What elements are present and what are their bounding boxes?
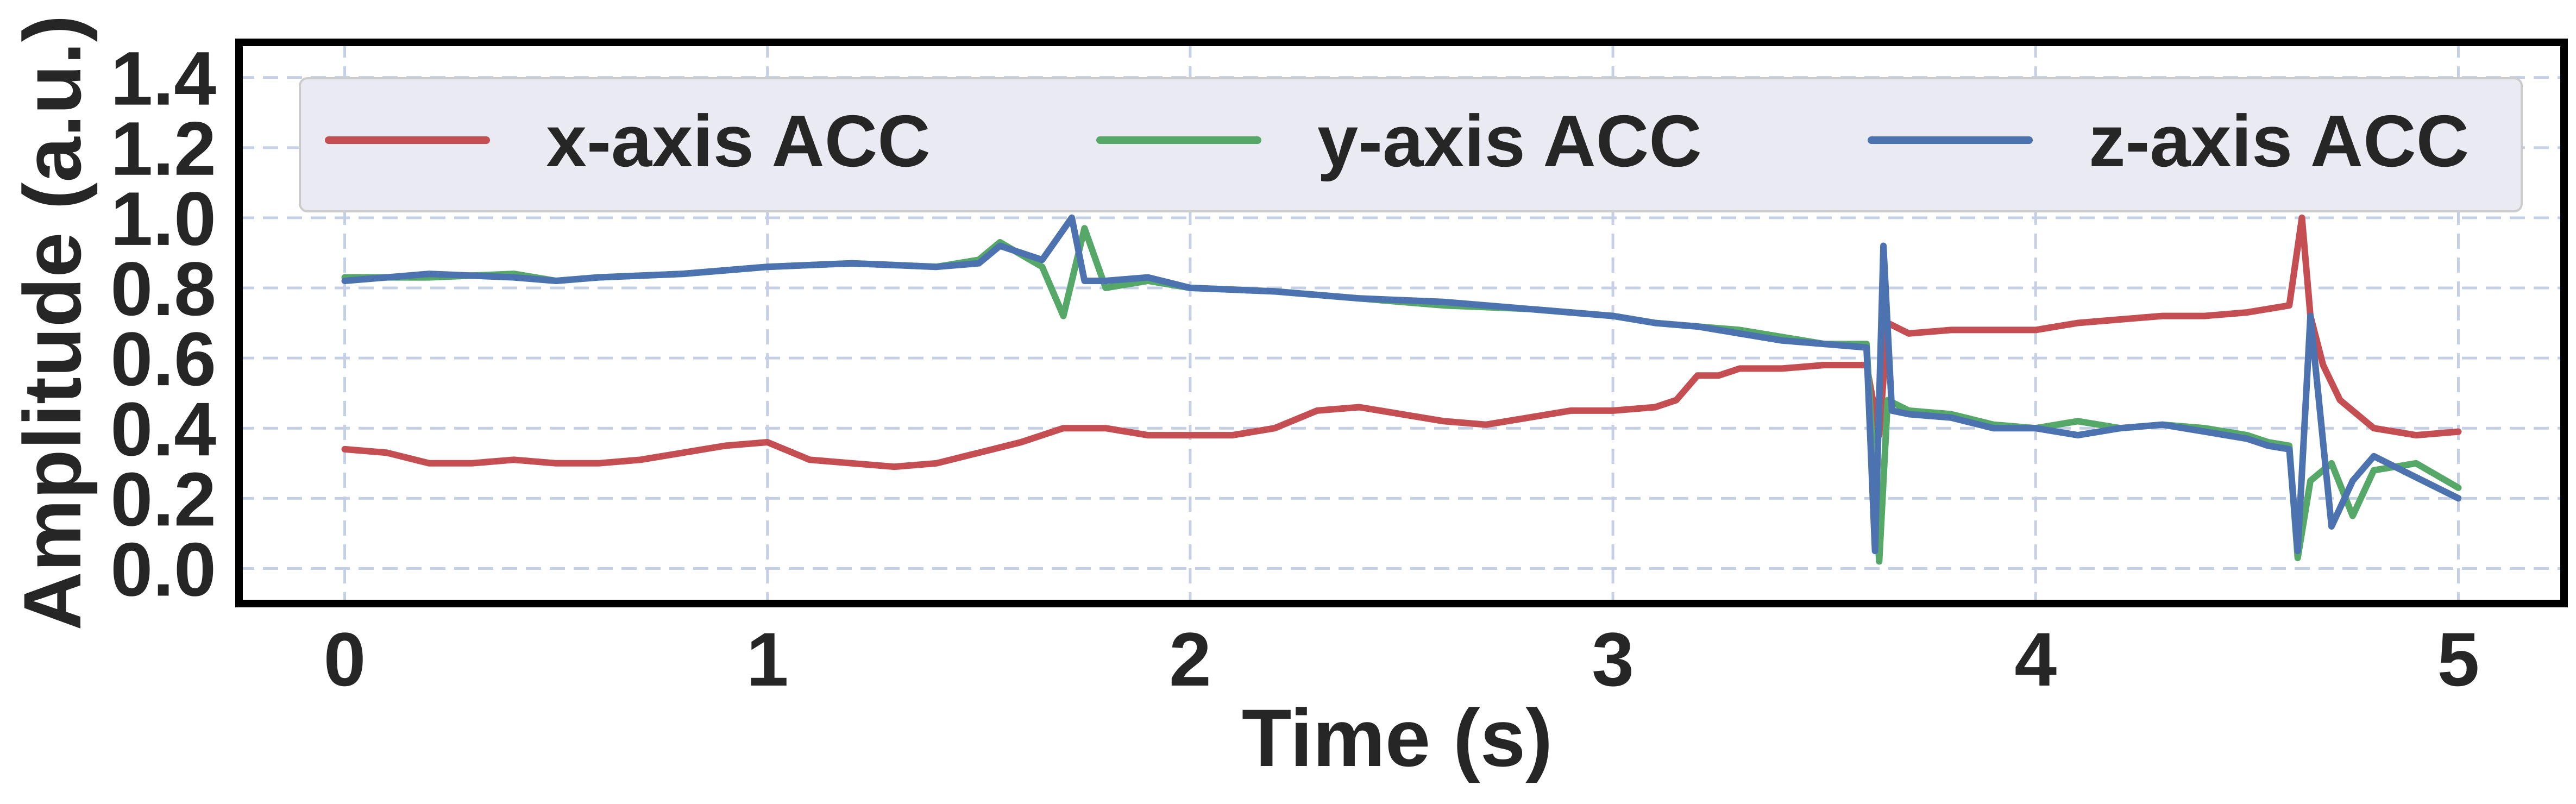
y-tick-label: 1.4 xyxy=(110,36,216,121)
series-line xyxy=(341,214,2462,555)
x-tick-labels: 0 1 2 3 4 5 xyxy=(324,617,2480,702)
y-tick-label: 1.0 xyxy=(110,176,216,261)
y-tick-label: 0.0 xyxy=(110,526,216,612)
legend: x-axis ACC y-axis ACC z-axis ACC xyxy=(299,77,2523,212)
x-tick-label: 1 xyxy=(746,617,789,702)
legend-label: z-axis ACC xyxy=(2089,100,2469,182)
legend-label: x-axis ACC xyxy=(546,100,931,182)
legend-box xyxy=(299,77,2523,212)
legend-label: y-axis ACC xyxy=(1317,100,1702,182)
series-line xyxy=(341,214,2462,470)
y-axis-label: Amplitude (a.u.) xyxy=(7,15,98,630)
y-tick-label: 0.6 xyxy=(110,316,216,401)
x-tick-label: 0 xyxy=(324,617,366,702)
series-line xyxy=(341,225,2462,565)
plot-frame xyxy=(235,39,2568,607)
x-tick-label: 5 xyxy=(2437,617,2480,702)
x-tick-label: 2 xyxy=(1169,617,1211,702)
x-axis-label: Time (s) xyxy=(1242,692,1553,783)
y-tick-labels: 0.00.20.40.60.81.01.21.4 xyxy=(110,36,216,612)
x-tick-label: 4 xyxy=(2014,617,2057,702)
y-tick-label: 0.8 xyxy=(110,246,216,331)
data-series xyxy=(341,214,2462,565)
x-tick-label: 3 xyxy=(1592,617,1634,702)
y-tick-label: 1.2 xyxy=(110,106,216,191)
y-tick-label: 0.2 xyxy=(110,456,216,542)
y-tick-label: 0.4 xyxy=(110,386,216,472)
